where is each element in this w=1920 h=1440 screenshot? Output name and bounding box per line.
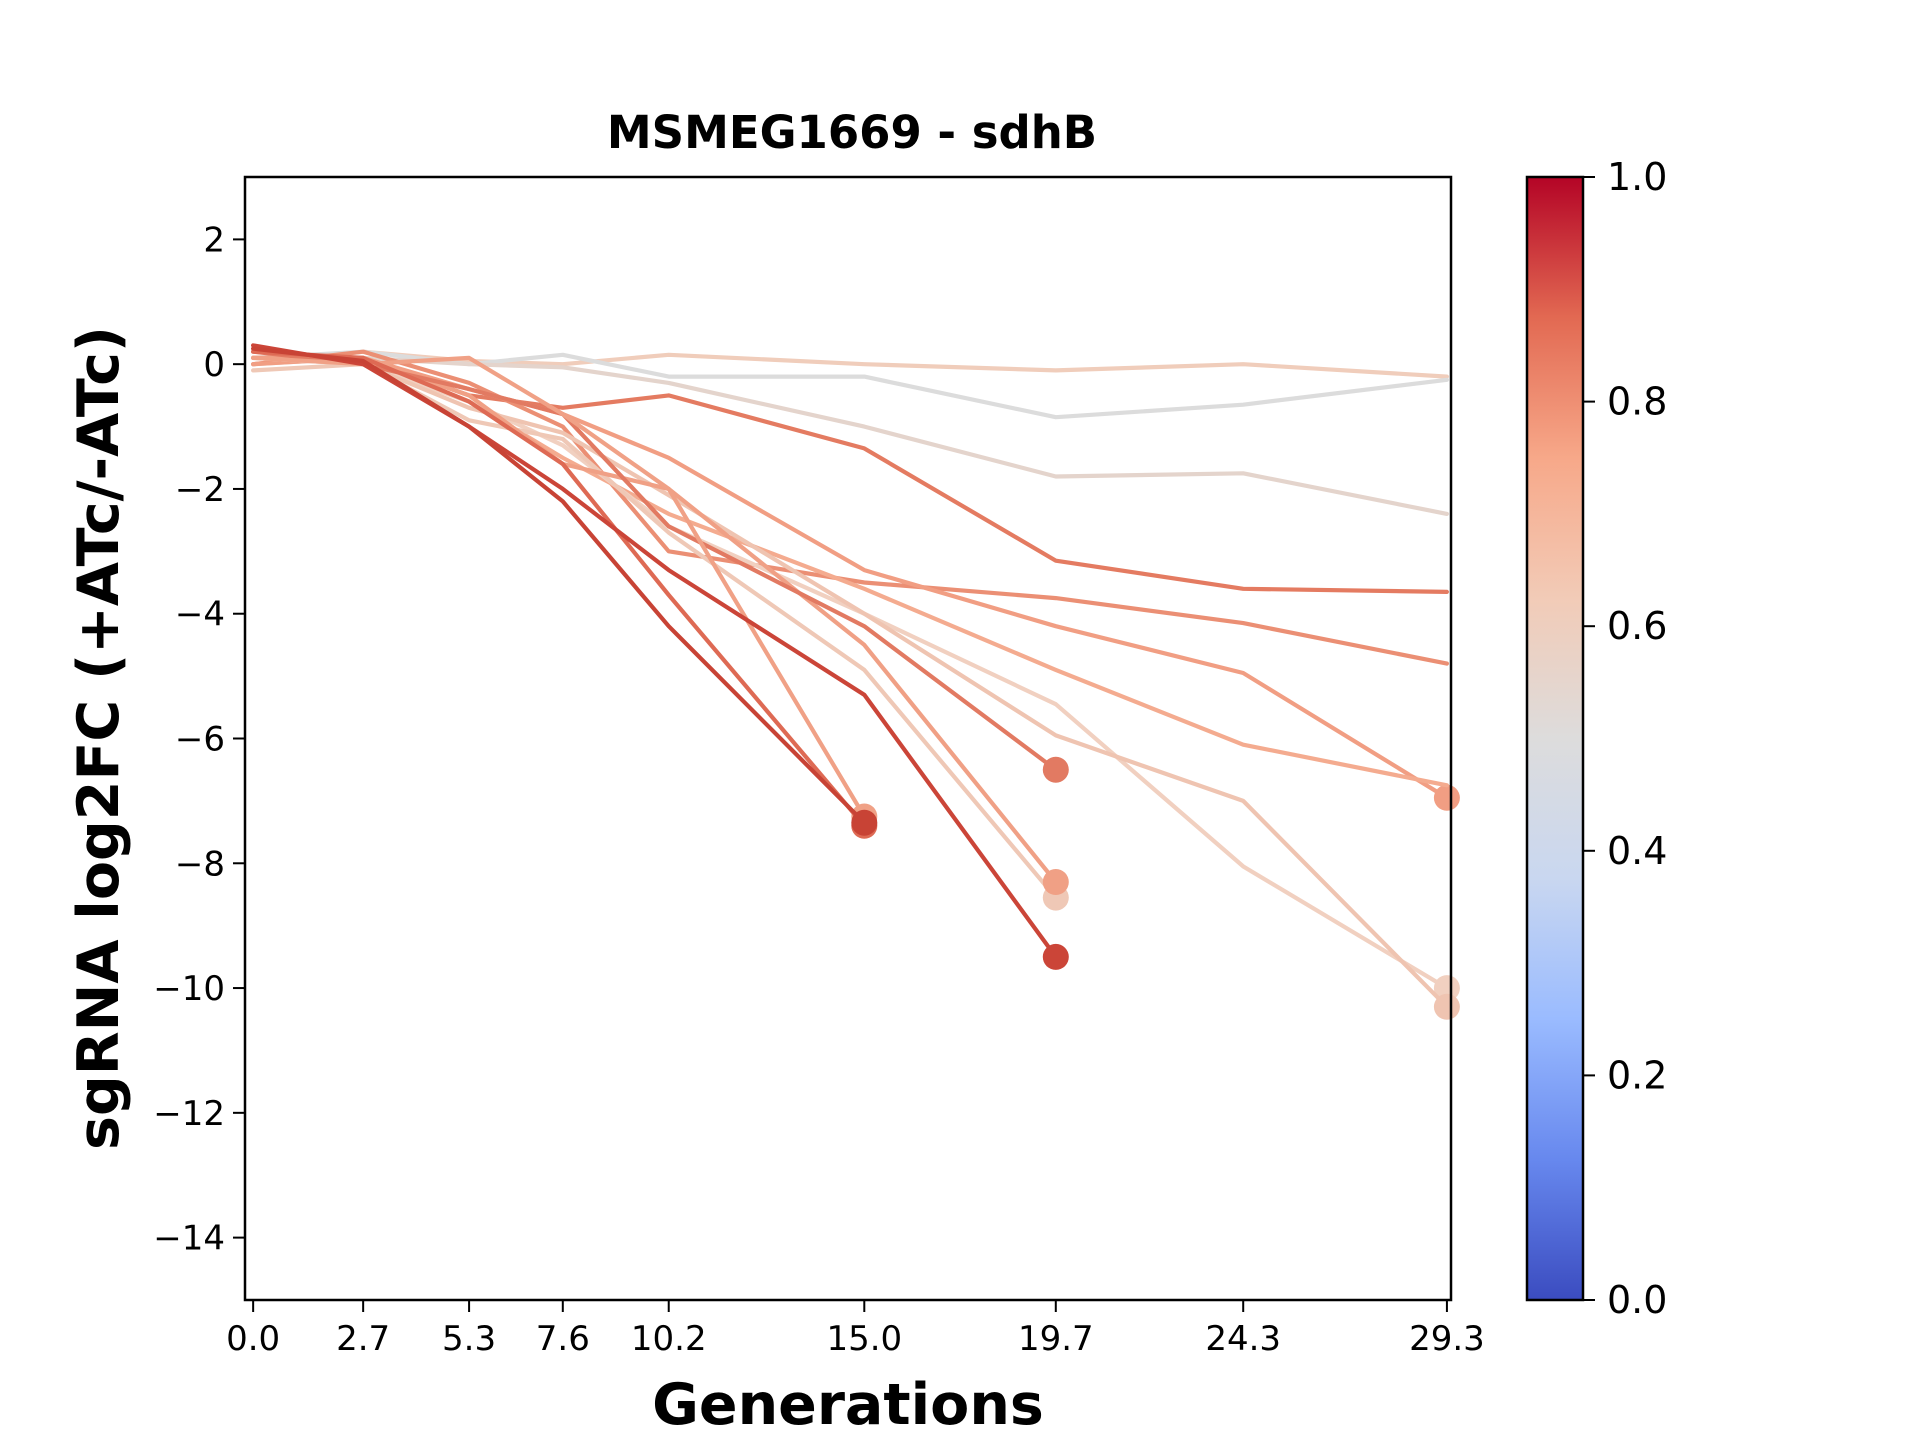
- x-tick-label: 24.3: [1205, 1319, 1281, 1359]
- colorbar-tick-label: 0.6: [1607, 604, 1667, 648]
- series-end-point-6: [1433, 784, 1460, 811]
- x-tick-label: 19.7: [1018, 1319, 1094, 1359]
- chart-title: MSMEG1669 - sdhB: [607, 106, 1097, 159]
- x-tick-label: 15.0: [826, 1319, 902, 1359]
- y-tick-label: 2: [203, 220, 225, 260]
- y-axis: 2 0 −2 −4 −6 −8 −10 −12 −14: [153, 220, 245, 1259]
- y-tick-label: −2: [175, 470, 225, 510]
- x-tick-label: 29.3: [1409, 1319, 1485, 1359]
- series-line-2: [251, 349, 1450, 420]
- x-tick-label: 2.7: [336, 1319, 390, 1359]
- y-tick-label: −4: [175, 595, 225, 635]
- colorbar-tick-label: 0.8: [1607, 380, 1667, 424]
- x-axis: 0.0 2.7 5.3 7.6 10.2 15.0 19.7 24.3 29.3: [226, 1300, 1485, 1359]
- colorbar-tick-label: 0.4: [1607, 829, 1667, 873]
- colorbar-tick-label: 1.0: [1607, 155, 1667, 199]
- series-layer: [251, 343, 1460, 1020]
- x-tick-label: 7.6: [536, 1319, 590, 1359]
- series-line-8: [251, 355, 1450, 991]
- x-tick-label: 10.2: [631, 1319, 707, 1359]
- series-line-15: [251, 343, 1058, 960]
- y-tick-label: −12: [153, 1094, 225, 1134]
- series-end-point-12: [1042, 756, 1069, 783]
- y-tick-label: −6: [175, 720, 225, 760]
- x-axis-label: Generations: [652, 1372, 1044, 1438]
- series-line-16: [251, 346, 867, 825]
- x-tick-label: 0.0: [226, 1319, 280, 1359]
- series-end-point-8: [1433, 975, 1460, 1002]
- series-line-9: [251, 355, 1450, 1009]
- y-axis-label: sgRNA log2FC (+ATc/-ATc): [66, 326, 132, 1150]
- series-end-point-16: [851, 809, 878, 836]
- colorbar-tick-label: 0.2: [1607, 1053, 1667, 1097]
- colorbar: [1525, 175, 1585, 1302]
- colorbar-ticks: 0.0 0.2 0.4 0.6 0.8 1.0: [1583, 155, 1667, 1322]
- y-tick-label: −10: [153, 969, 225, 1009]
- plot-frame: [243, 175, 1453, 1302]
- series-end-point-11: [1042, 869, 1069, 895]
- colorbar-tick-label: 0.0: [1607, 1278, 1667, 1322]
- series-end-point-15: [1042, 943, 1069, 970]
- x-tick-label: 5.3: [442, 1319, 496, 1359]
- y-tick-label: 0: [203, 345, 225, 385]
- y-tick-label: −14: [153, 1219, 225, 1259]
- series-end-point-9: [1433, 993, 1460, 1020]
- y-tick-label: −8: [175, 844, 225, 884]
